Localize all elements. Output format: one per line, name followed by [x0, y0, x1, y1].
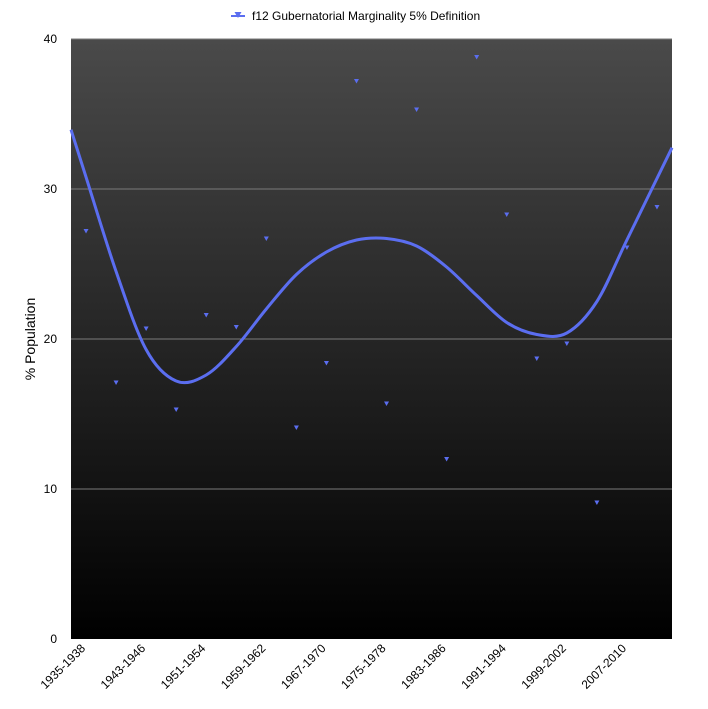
data-point — [414, 107, 420, 112]
data-point — [624, 245, 630, 250]
x-tick-label: 1983-1986 — [398, 641, 449, 692]
data-point — [203, 313, 209, 318]
x-axis: 1935-1938 1943-1946 1951-1954 1959-1962 1967… — [38, 641, 630, 692]
data-point — [474, 55, 480, 60]
y-tick-label: 30 — [44, 182, 58, 196]
data-point — [233, 325, 239, 330]
y-axis: 0 10 20 30 40 — [44, 32, 58, 646]
x-tick-label: 1935-1938 — [38, 641, 89, 692]
data-point — [263, 236, 269, 241]
data-point — [444, 457, 450, 462]
gridlines — [71, 38, 672, 490]
x-tick-label: 1951-1954 — [158, 641, 209, 692]
y-tick-label: 10 — [44, 482, 58, 496]
data-point — [353, 79, 359, 84]
x-tick-label: 1959-1962 — [218, 641, 269, 692]
x-tick-label: 1967-1970 — [278, 641, 329, 692]
x-tick-label: 1943-1946 — [98, 641, 149, 692]
data-point — [143, 326, 149, 331]
trendline — [69, 129, 674, 385]
x-tick-label: 1999-2002 — [518, 641, 569, 692]
data-point — [504, 212, 510, 217]
data-points — [83, 55, 660, 505]
x-tick-label: 1975-1978 — [338, 641, 389, 692]
y-tick-label: 20 — [44, 332, 58, 346]
data-point — [173, 407, 179, 412]
x-tick-label: 2007-2010 — [579, 641, 630, 692]
y-tick-label: 40 — [44, 32, 58, 46]
data-point — [113, 380, 119, 385]
data-point — [293, 425, 299, 430]
x-tick-label: 1991-1994 — [458, 641, 509, 692]
data-point — [83, 229, 89, 234]
legend: f12 Gubernatorial Marginality 5% Definit… — [231, 9, 480, 23]
legend-label: f12 Gubernatorial Marginality 5% Definit… — [252, 9, 480, 23]
y-axis-title: % Population — [22, 298, 38, 381]
data-point — [654, 205, 660, 210]
data-point — [534, 356, 540, 361]
legend-marker — [231, 12, 245, 18]
data-point — [323, 361, 329, 366]
data-point — [594, 500, 600, 505]
data-point — [384, 401, 390, 406]
data-point — [564, 341, 570, 346]
y-tick-label: 0 — [50, 632, 57, 646]
